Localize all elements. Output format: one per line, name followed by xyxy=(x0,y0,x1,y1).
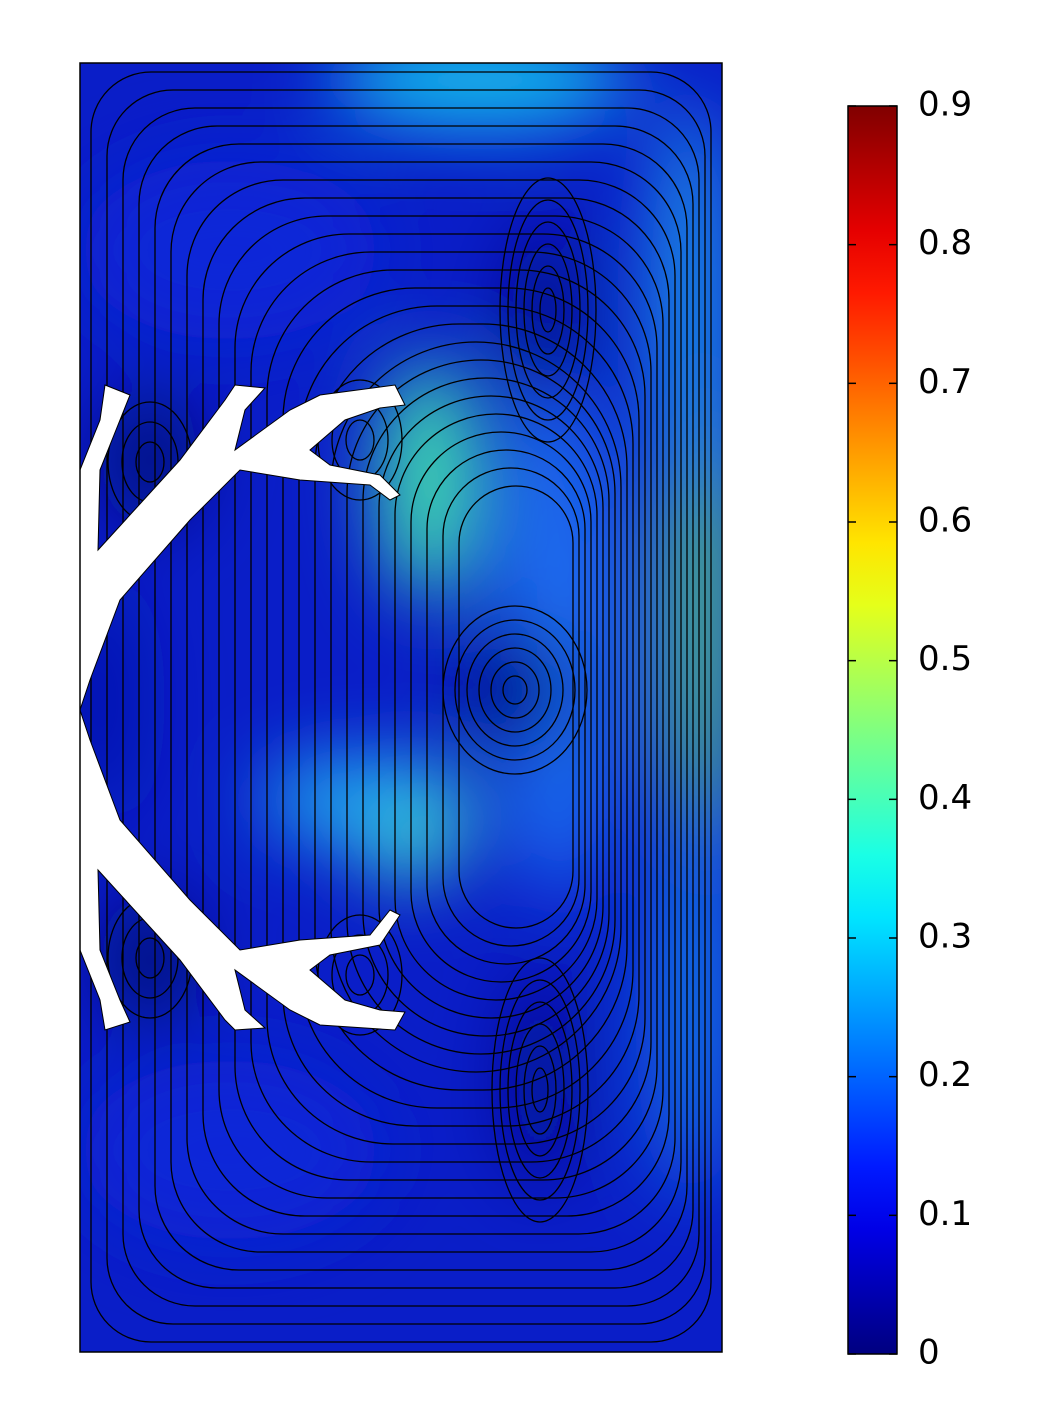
streamline xyxy=(531,265,565,355)
streamline xyxy=(106,89,706,1325)
streamline xyxy=(523,1045,557,1135)
colorbar-tick-label: 0.8 xyxy=(918,223,972,263)
streamline xyxy=(138,125,694,1289)
velocity-field xyxy=(80,63,722,1352)
streamline xyxy=(317,914,403,1036)
colorbar-tick-label: 0.9 xyxy=(918,85,972,125)
streamline xyxy=(122,107,700,1307)
streamline xyxy=(154,143,688,1271)
streamline xyxy=(345,954,375,996)
streamline xyxy=(330,341,622,1073)
streamline xyxy=(250,251,652,1163)
streamline xyxy=(218,215,664,1199)
streamline xyxy=(135,441,165,483)
colorbar-tick-label: 0.7 xyxy=(918,362,972,402)
streamline xyxy=(499,177,597,443)
streamline xyxy=(362,377,610,1037)
streamline xyxy=(186,179,676,1235)
streamline xyxy=(282,287,640,1127)
field-frame xyxy=(79,62,723,1353)
streamline xyxy=(266,269,646,1145)
streamline xyxy=(135,937,165,979)
streamlines xyxy=(90,71,712,1343)
colorbar-tick-label: 0.1 xyxy=(918,1194,972,1234)
streamline xyxy=(202,197,670,1217)
streamline xyxy=(314,323,628,1091)
streamline xyxy=(523,243,573,377)
colorbar xyxy=(847,105,898,1355)
colorbar-tick-label: 0.6 xyxy=(918,501,972,541)
streamline xyxy=(491,957,589,1223)
streamline xyxy=(507,199,589,421)
streamline xyxy=(490,661,540,719)
streamline xyxy=(378,395,604,1019)
streamline xyxy=(346,359,616,1055)
colorbar-tick-label: 0.3 xyxy=(918,917,972,957)
streamline xyxy=(515,1023,565,1157)
colorbar-tick-label: 0.2 xyxy=(918,1055,972,1095)
streamline xyxy=(345,419,375,461)
colorbar-tick-label: 0.4 xyxy=(918,778,972,818)
streamline xyxy=(507,1001,573,1179)
streamline xyxy=(499,979,581,1201)
streamline xyxy=(478,647,552,733)
streamline xyxy=(170,161,682,1253)
streamline xyxy=(234,233,658,1181)
colorbar-tick-label: 0 xyxy=(918,1333,940,1373)
streamline xyxy=(502,675,528,705)
streamline xyxy=(410,431,592,983)
obstacles xyxy=(80,384,406,1031)
streamline xyxy=(454,619,576,761)
streamline xyxy=(531,1067,549,1113)
streamline xyxy=(394,413,598,1001)
streamline xyxy=(515,221,581,399)
streamline xyxy=(466,633,564,747)
colorbar-tick-label: 0.5 xyxy=(918,639,972,679)
streamline xyxy=(90,71,712,1343)
streamline xyxy=(539,287,557,333)
streamline xyxy=(442,605,588,775)
streamline xyxy=(442,467,580,947)
streamline xyxy=(298,305,634,1109)
